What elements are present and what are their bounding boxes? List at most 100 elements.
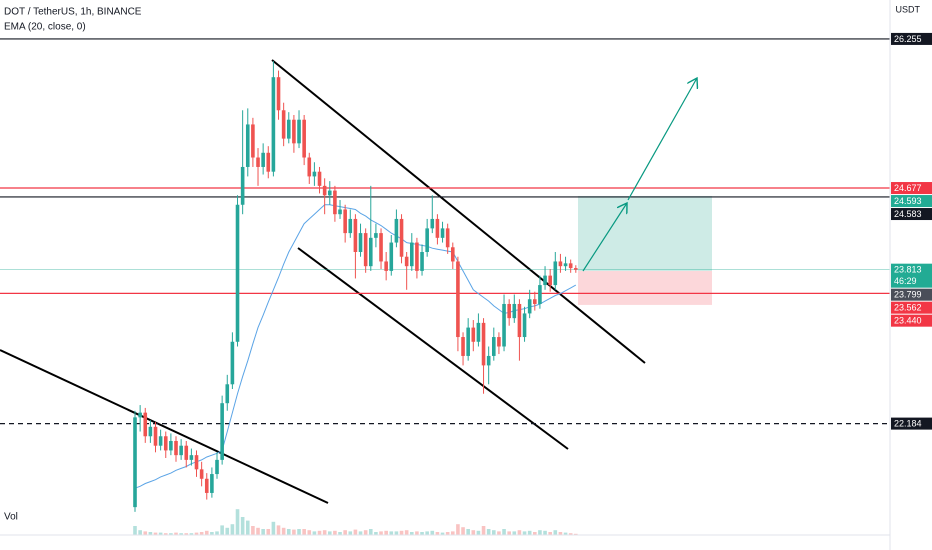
candle-body [266, 152, 271, 172]
candle-body [384, 261, 388, 271]
candle-body [225, 384, 230, 404]
candle-body [374, 233, 378, 238]
candle-body [445, 228, 450, 248]
volume-bar [363, 530, 368, 535]
candle-body [302, 119, 306, 158]
candle-body [450, 247, 455, 262]
volume-bar [338, 532, 342, 535]
candle-body [497, 337, 501, 347]
candle-body [158, 436, 163, 446]
position-target [578, 195, 712, 271]
candle-body [138, 412, 142, 418]
volume-bar [286, 529, 291, 535]
candle-body [476, 322, 481, 342]
price-label: 26.255 [894, 34, 922, 44]
volume-bar [235, 509, 240, 535]
volume-bar [266, 529, 271, 535]
candle-body [271, 77, 276, 172]
candle-body [240, 166, 245, 205]
countdown: 46:29 [894, 276, 917, 286]
candle-body [220, 403, 224, 460]
volume-bar [204, 530, 209, 535]
candle-body [363, 233, 368, 267]
price-label-box [891, 263, 932, 288]
candle-body [174, 440, 178, 456]
candle-body [338, 209, 342, 215]
volume-bar [312, 531, 317, 535]
candle-body [553, 261, 558, 286]
volume-bar [394, 531, 399, 535]
volume-bar [374, 532, 378, 535]
volume-bar [404, 530, 409, 535]
volume-bar [199, 532, 204, 535]
volume-bar [225, 527, 230, 535]
price-label-box [891, 288, 932, 301]
volume-bar [476, 530, 481, 535]
candle-body [286, 119, 291, 139]
candle-body [558, 261, 563, 267]
candle-body [379, 233, 383, 262]
volume-bar [210, 532, 214, 535]
price-label-box [891, 314, 932, 327]
volume-bar [574, 533, 578, 535]
volume-bar [466, 529, 470, 535]
volume-bar [527, 530, 532, 535]
candle-body [368, 237, 373, 267]
volume-bar [425, 531, 429, 535]
volume-bar [153, 532, 158, 535]
candle-body [256, 157, 260, 167]
candle-body [204, 478, 209, 493]
volume-bar [174, 532, 178, 535]
candle-body [281, 110, 286, 139]
candle-body [399, 218, 404, 257]
volume-bar [138, 530, 142, 535]
candle-body [415, 242, 419, 271]
volume-bar [307, 530, 312, 535]
volume-bar [353, 529, 358, 535]
volume-bar [333, 530, 337, 535]
volume-bar [486, 529, 491, 535]
candle-body [353, 218, 358, 253]
volume-bar [379, 531, 383, 535]
position-stop [578, 270, 712, 305]
volume-bar [558, 532, 563, 535]
candle-body [543, 275, 547, 286]
volume-bar [322, 530, 327, 535]
candle-body [481, 322, 486, 366]
candle-body [486, 355, 491, 366]
candle-body [194, 455, 199, 470]
candle-body [317, 171, 322, 186]
volume-bar [543, 530, 547, 535]
price-label-box [891, 32, 932, 45]
price-label: 22.184 [894, 418, 922, 428]
candle-body [297, 119, 301, 144]
candle-body [333, 190, 337, 215]
candle-body [425, 228, 429, 253]
volume-bar [435, 532, 440, 535]
candle-body [471, 327, 476, 342]
candle-body [527, 299, 532, 314]
price-label-box [891, 195, 932, 208]
volume-bar [245, 520, 250, 535]
trendline [271, 59, 646, 364]
candle-body [179, 445, 183, 456]
candle-body [563, 263, 568, 267]
candle-body [512, 303, 517, 319]
candle-body [568, 263, 573, 269]
price-label-box [891, 301, 932, 314]
volume-bar [256, 527, 260, 535]
volume-bar [481, 526, 486, 535]
volume-label: Vol [4, 512, 18, 523]
volume-bar [240, 517, 245, 535]
currency: USDT [896, 4, 921, 14]
candle-body [153, 426, 158, 446]
candle-body [312, 171, 317, 177]
volume-bar [261, 529, 265, 535]
volume-bar [158, 532, 163, 535]
candle-body [456, 261, 460, 338]
trendline [297, 247, 569, 450]
volume-bar [215, 531, 219, 535]
candle-body [491, 337, 496, 356]
volume-bar [220, 525, 224, 535]
